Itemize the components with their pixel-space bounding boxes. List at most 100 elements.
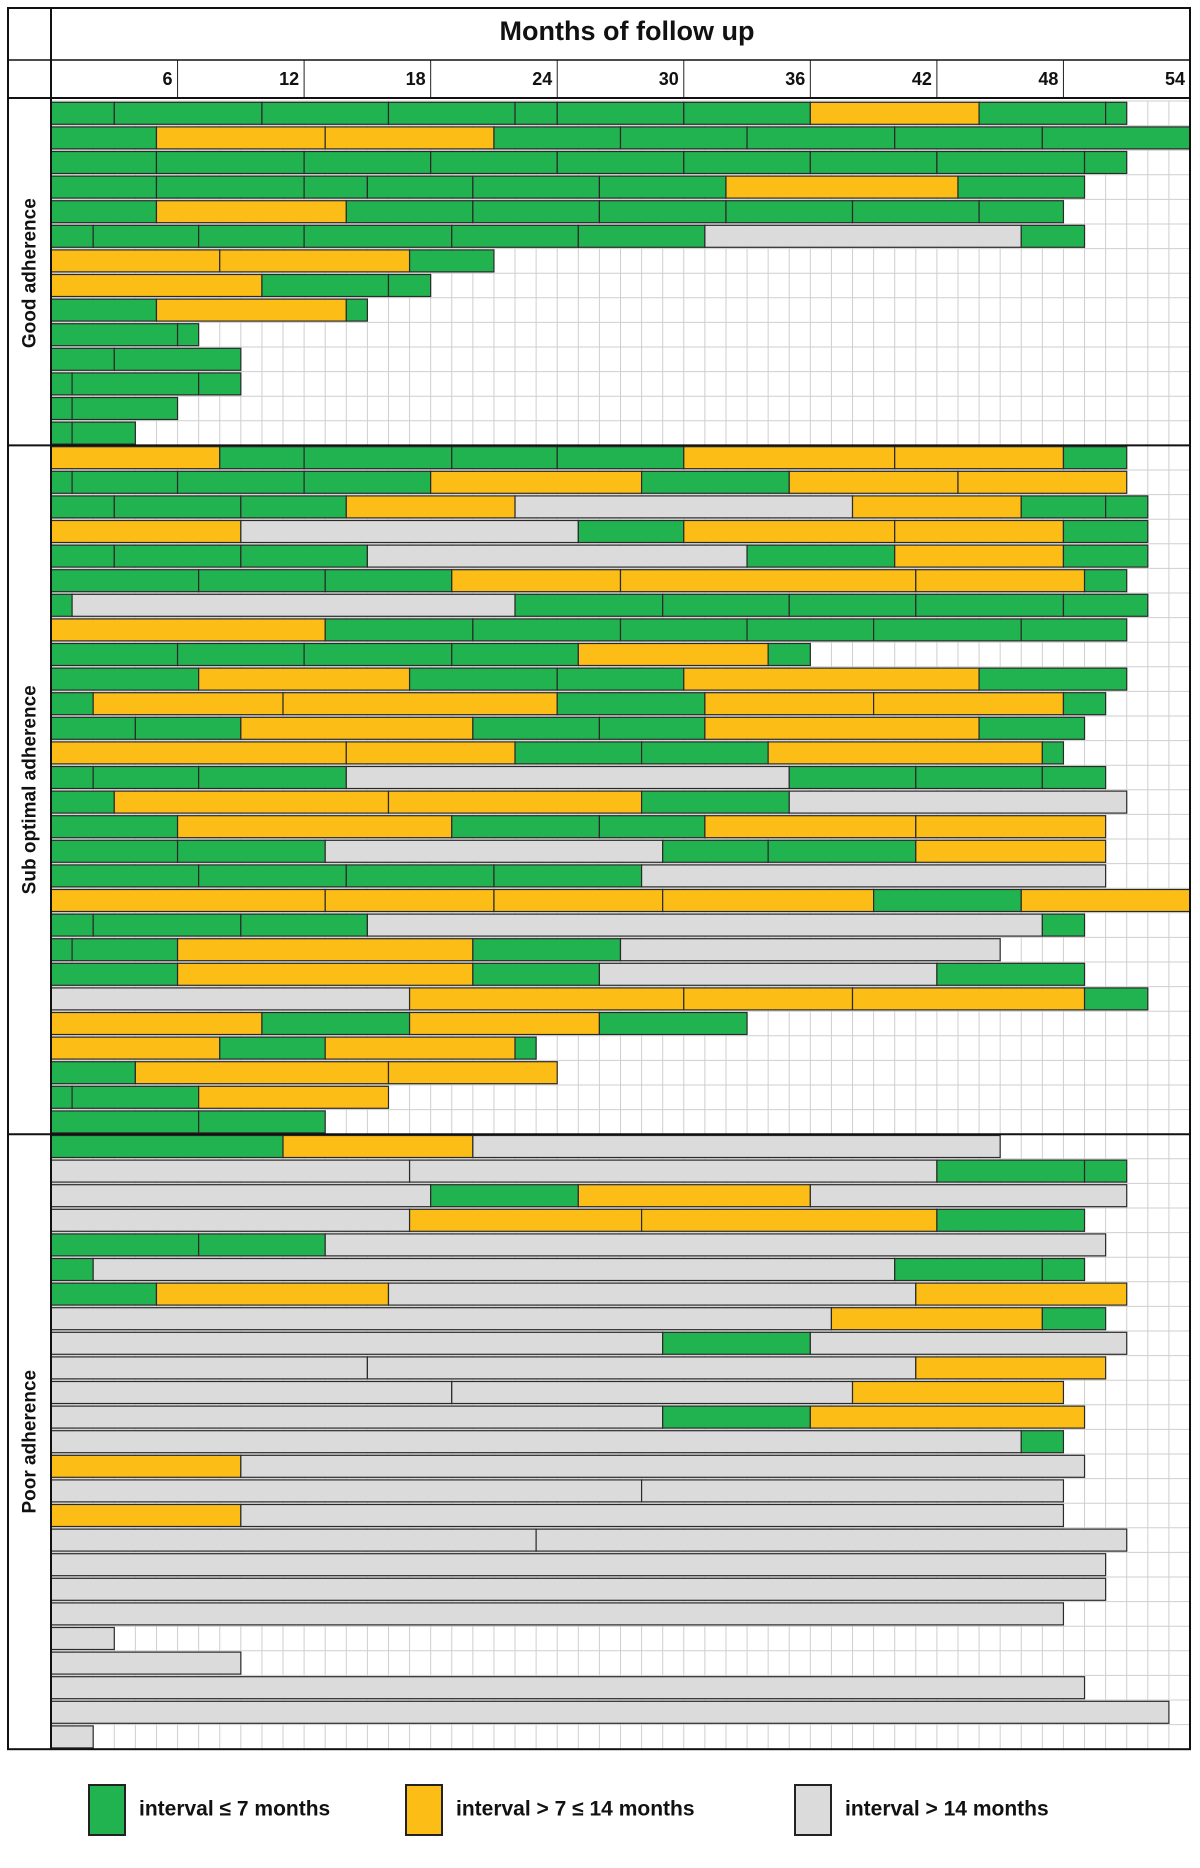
interval-bar: [219, 249, 411, 273]
interval-bar: [619, 569, 917, 593]
interval-bar: [261, 101, 390, 125]
subject-row: [50, 1356, 1107, 1380]
subject-row: [50, 1528, 1128, 1552]
interval-bar: [535, 1528, 1128, 1552]
interval-bar: [936, 150, 1086, 175]
subject-row: [50, 790, 1128, 814]
interval-bar: [915, 1282, 1128, 1306]
subject-row: [50, 962, 1086, 986]
interval-bar: [915, 593, 1065, 617]
interval-bar: [704, 815, 917, 839]
interval-bar: [430, 150, 558, 175]
subject-row: [50, 839, 1107, 863]
interval-bar: [894, 126, 1043, 150]
interval-bar: [50, 1356, 368, 1380]
interval-bar: [198, 1085, 390, 1109]
interval-bar: [873, 888, 1022, 913]
subject-row: [50, 224, 1086, 248]
interval-bar: [50, 839, 179, 863]
subject-row: [50, 741, 1065, 765]
interval-bar: [176, 938, 474, 962]
interval-bar: [809, 1405, 1086, 1429]
interval-bar: [1062, 692, 1107, 716]
interval-bar: [1041, 126, 1191, 150]
interval-bar: [50, 1282, 158, 1306]
interval-bar: [387, 273, 432, 298]
interval-bar: [472, 716, 601, 740]
interval-bar: [50, 175, 158, 199]
interval-bar: [303, 150, 432, 175]
interval-bar: [472, 962, 601, 986]
interval-bar: [71, 470, 179, 494]
interval-bar: [92, 765, 200, 790]
interval-bar: [176, 815, 453, 839]
interval-bar: [50, 667, 200, 691]
interval-bar: [556, 667, 685, 691]
interval-bar: [472, 618, 622, 642]
interval-bar: [50, 569, 200, 593]
interval-bar: [472, 175, 601, 199]
subject-row: [50, 1479, 1065, 1503]
interval-bar: [282, 1134, 474, 1159]
legend-label: interval ≤ 7 months: [139, 1798, 330, 1821]
interval-bar: [50, 741, 347, 765]
interval-bar: [198, 765, 347, 790]
interval-bar: [240, 1454, 1086, 1478]
interval-bar: [472, 1134, 1001, 1159]
subject-row: [50, 544, 1149, 568]
interval-bar: [50, 618, 326, 642]
subject-row: [50, 618, 1128, 642]
subject-row: [50, 101, 1128, 125]
interval-bar: [50, 1257, 94, 1282]
subject-row: [50, 1651, 242, 1675]
interval-bar: [640, 864, 1107, 888]
interval-bar: [598, 1011, 748, 1036]
interval-bar: [430, 470, 643, 494]
interval-bar: [50, 1110, 200, 1134]
interval-bar: [50, 1061, 136, 1085]
interval-bar: [894, 1257, 1043, 1282]
interval-bar: [198, 569, 326, 593]
interval-bar: [50, 692, 94, 716]
interval-bar: [662, 1331, 811, 1355]
subject-row: [50, 1282, 1128, 1306]
legend-item: interval ≤ 7 months: [88, 1784, 330, 1836]
interval-bar: [662, 593, 790, 617]
subject-row: [50, 938, 1001, 962]
interval-bar: [936, 962, 1086, 986]
interval-bar: [408, 1011, 601, 1036]
interval-bar: [556, 101, 685, 125]
subject-row: [50, 1061, 558, 1085]
subject-row: [50, 1233, 1107, 1257]
interval-bar: [50, 888, 326, 913]
interval-bar: [1041, 913, 1086, 937]
interval-bar: [683, 446, 896, 470]
interval-bar: [50, 1085, 73, 1109]
group-labels: Good adherence Sub optimal adherence Poor …: [20, 198, 41, 1513]
interval-bar: [1020, 224, 1086, 248]
interval-bar: [303, 446, 453, 470]
interval-bar: [408, 667, 558, 691]
interval-bar: [303, 175, 368, 199]
interval-bar: [198, 372, 242, 396]
interval-bar: [408, 1208, 643, 1232]
chart-title: Months of follow up: [500, 16, 755, 46]
interval-bar: [198, 667, 411, 691]
interval-bar: [430, 1184, 579, 1208]
interval-bar: [50, 765, 94, 790]
interval-bar: [704, 692, 875, 716]
interval-bar: [71, 421, 136, 445]
subject-row: [50, 175, 1086, 199]
interval-bar: [514, 101, 558, 125]
interval-bar: [662, 888, 875, 913]
group-label: Poor adherence: [20, 1370, 41, 1514]
interval-bar: [50, 815, 179, 839]
interval-bar: [809, 150, 938, 175]
interval-bar: [408, 987, 685, 1011]
interval-bar: [50, 372, 73, 396]
subject-row: [50, 1454, 1086, 1478]
bars-layer: [50, 101, 1191, 1749]
interval-bar: [683, 150, 811, 175]
interval-bar: [261, 273, 390, 298]
